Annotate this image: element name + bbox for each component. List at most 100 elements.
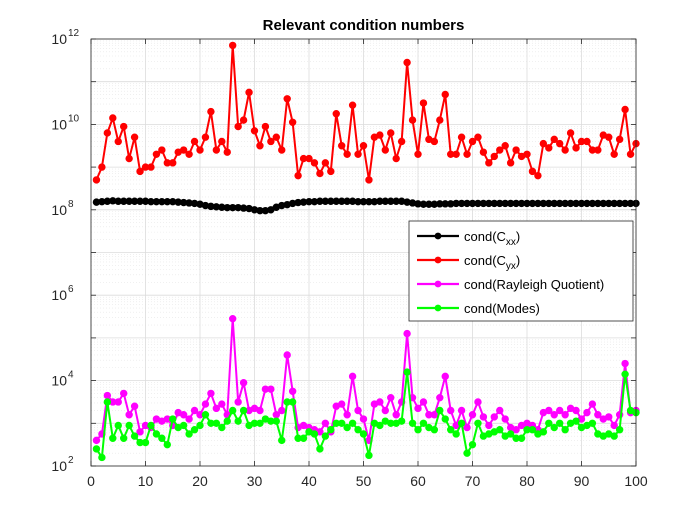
- data-point: [169, 159, 177, 167]
- data-point: [229, 406, 237, 415]
- data-point: [452, 150, 460, 158]
- y-tick-label: 10 2: [51, 455, 74, 474]
- data-point: [321, 432, 330, 440]
- data-point: [506, 159, 515, 167]
- data-point: [338, 142, 346, 150]
- data-point: [588, 419, 597, 427]
- data-point: [556, 406, 564, 415]
- y-tick-exponent: 10: [68, 113, 80, 124]
- legend: cond(Cxx) cond(Cyx) cond(Rayleigh Quotient…: [408, 220, 634, 322]
- data-point: [120, 389, 128, 398]
- x-tick-labels: 0 10 20 30 40 50 60 70 80 90 100: [87, 473, 648, 489]
- data-point: [348, 372, 357, 381]
- data-point: [114, 398, 122, 406]
- series-3: [92, 368, 640, 462]
- data-point: [556, 139, 564, 148]
- data-point: [229, 41, 237, 50]
- data-point: [316, 169, 324, 178]
- data-point: [212, 404, 221, 413]
- data-point: [92, 176, 101, 184]
- data-point: [365, 176, 373, 184]
- data-point: [457, 406, 466, 415]
- data-point: [414, 150, 422, 158]
- data-point: [626, 150, 635, 158]
- data-point: [190, 137, 199, 146]
- data-point: [212, 146, 221, 154]
- data-point: [234, 398, 242, 406]
- legend-label: cond(Cyx): [464, 253, 520, 272]
- data-point: [512, 146, 520, 154]
- x-tick-label: 40: [301, 473, 317, 489]
- data-point: [556, 419, 564, 427]
- data-point: [441, 90, 449, 99]
- data-point: [136, 167, 144, 176]
- data-point: [561, 426, 569, 434]
- data-point: [376, 421, 384, 430]
- data-point: [572, 417, 580, 425]
- data-point: [348, 101, 357, 109]
- data-point: [594, 146, 602, 154]
- y-tick-label: 10 12: [51, 28, 79, 47]
- data-point: [201, 400, 210, 408]
- data-point: [114, 137, 122, 146]
- minor-grid: [91, 40, 636, 454]
- data-point: [267, 385, 275, 393]
- data-point: [256, 406, 264, 415]
- data-point: [359, 142, 368, 150]
- data-point: [474, 133, 482, 141]
- data-point: [283, 95, 291, 103]
- data-point: [92, 436, 101, 445]
- series-0: [92, 197, 640, 215]
- data-point: [550, 135, 558, 144]
- data-point: [218, 400, 226, 408]
- data-point: [201, 133, 210, 141]
- data-point: [239, 379, 248, 387]
- data-point: [278, 436, 286, 445]
- y-tick-base: 10: [51, 287, 67, 303]
- data-point: [288, 387, 297, 395]
- data-point: [125, 154, 133, 163]
- data-point: [365, 451, 373, 460]
- legend-entry: cond(Cxx): [417, 229, 520, 248]
- data-point: [474, 398, 482, 406]
- legend-marker: [434, 232, 442, 240]
- data-point: [348, 419, 357, 427]
- data-point: [136, 428, 144, 436]
- data-point: [196, 146, 204, 154]
- y-tick-base: 10: [51, 202, 67, 218]
- data-point: [463, 423, 471, 432]
- data-point: [207, 107, 215, 116]
- data-point: [397, 417, 406, 425]
- data-point: [234, 122, 242, 131]
- data-point: [414, 404, 422, 413]
- y-tick-label: 10 6: [51, 284, 74, 303]
- x-tick-label: 60: [410, 473, 426, 489]
- data-point: [506, 430, 515, 438]
- x-tick-label: 50: [356, 473, 372, 489]
- data-point: [403, 329, 411, 338]
- data-point: [272, 411, 280, 419]
- data-point: [463, 449, 471, 457]
- y-tick-exponent: 2: [68, 455, 74, 466]
- data-point: [523, 150, 531, 158]
- data-point: [305, 154, 313, 163]
- data-point: [359, 430, 368, 438]
- data-point: [98, 453, 106, 462]
- data-point: [419, 398, 428, 406]
- data-point: [103, 129, 112, 137]
- data-point: [419, 419, 428, 427]
- data-point: [125, 411, 133, 419]
- data-point: [114, 421, 122, 430]
- data-point: [218, 137, 226, 146]
- data-point: [158, 146, 166, 154]
- data-point: [403, 368, 411, 376]
- data-point: [169, 415, 177, 423]
- data-point: [392, 154, 400, 163]
- y-tick-exponent: 8: [68, 199, 74, 210]
- data-point: [501, 415, 509, 423]
- axis-ticks: [90, 38, 637, 467]
- data-point: [250, 127, 259, 135]
- data-point: [185, 430, 193, 438]
- data-point: [332, 110, 340, 118]
